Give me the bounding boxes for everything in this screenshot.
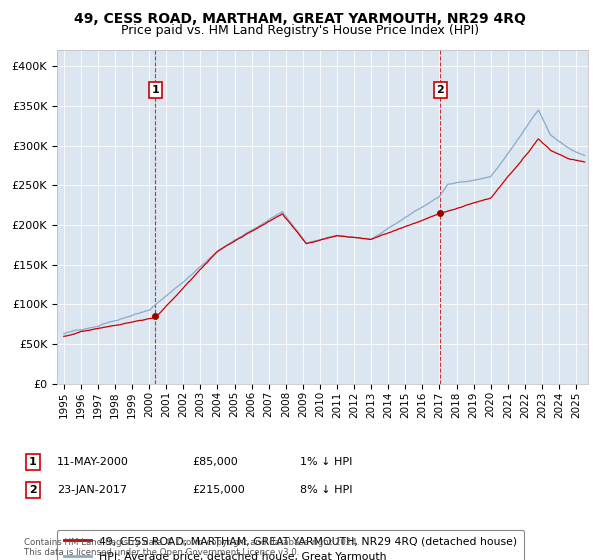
Text: 23-JAN-2017: 23-JAN-2017: [57, 485, 127, 495]
Text: 49, CESS ROAD, MARTHAM, GREAT YARMOUTH, NR29 4RQ: 49, CESS ROAD, MARTHAM, GREAT YARMOUTH, …: [74, 12, 526, 26]
Text: £85,000: £85,000: [192, 457, 238, 467]
Text: 2: 2: [29, 485, 37, 495]
Text: 2: 2: [437, 85, 445, 95]
Text: 1: 1: [29, 457, 37, 467]
Legend: 49, CESS ROAD, MARTHAM, GREAT YARMOUTH, NR29 4RQ (detached house), HPI: Average : 49, CESS ROAD, MARTHAM, GREAT YARMOUTH, …: [57, 530, 524, 560]
Text: £215,000: £215,000: [192, 485, 245, 495]
Text: 8% ↓ HPI: 8% ↓ HPI: [300, 485, 353, 495]
Text: 1% ↓ HPI: 1% ↓ HPI: [300, 457, 352, 467]
Text: 1: 1: [151, 85, 159, 95]
Text: Price paid vs. HM Land Registry's House Price Index (HPI): Price paid vs. HM Land Registry's House …: [121, 24, 479, 36]
Text: Contains HM Land Registry data © Crown copyright and database right 2024.
This d: Contains HM Land Registry data © Crown c…: [24, 538, 359, 557]
Text: 11-MAY-2000: 11-MAY-2000: [57, 457, 129, 467]
